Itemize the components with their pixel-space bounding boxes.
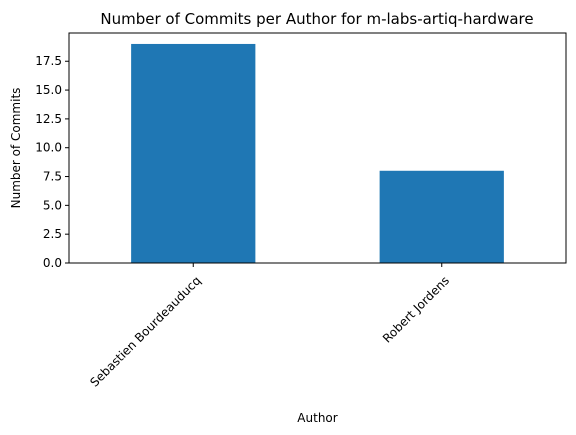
y-tick-label: 12.5: [35, 112, 62, 126]
bar-2: [379, 170, 504, 263]
y-tick-label: 2.5: [43, 227, 62, 241]
y-tick-label: 0.0: [43, 256, 62, 270]
y-tick-label: 10.0: [35, 141, 62, 155]
plot-area-frame: [68, 32, 567, 264]
bars-group: [131, 43, 504, 264]
chart-title: Number of Commits per Author for m-labs-…: [100, 10, 533, 28]
y-axis: 0.0 2.5 5.0 7.5 10.0 12.5 15.0 17.5: [35, 54, 69, 270]
bar-1: [131, 43, 256, 264]
y-tick-label: 17.5: [35, 54, 62, 68]
y-tick-label: 5.0: [43, 198, 62, 212]
y-axis-label: Number of Commits: [9, 88, 23, 209]
y-tick-label: 15.0: [35, 83, 62, 97]
x-tick-label: Sebastien Bourdeauducq: [87, 273, 203, 389]
x-tick-label: Robert Jordens: [380, 273, 452, 345]
x-axis: Sebastien Bourdeauducq Robert Jordens: [87, 263, 452, 390]
x-axis-label: Author: [297, 411, 337, 425]
y-tick-label: 7.5: [43, 170, 62, 184]
